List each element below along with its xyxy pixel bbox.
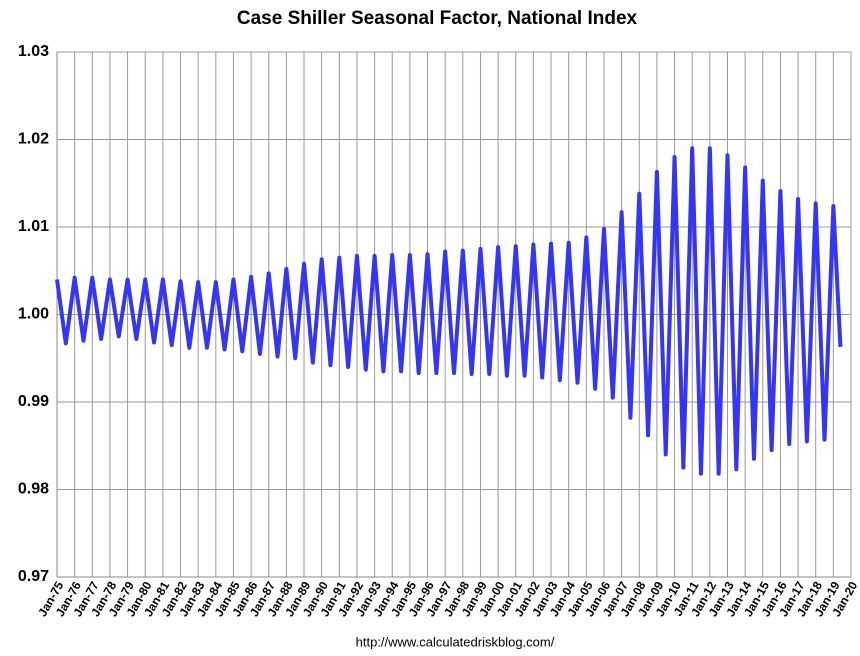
y-tick-label: 0.97 (18, 568, 49, 585)
y-tick-label: 0.99 (18, 393, 49, 410)
series-line (55, 146, 843, 476)
chart-title: Case Shiller Seasonal Factor, National I… (237, 8, 638, 29)
y-tick-label: 0.98 (18, 481, 49, 498)
y-tick-label: 1.01 (18, 218, 49, 235)
y-tick-label: 1.03 (18, 43, 49, 60)
y-tick-label: 1.02 (18, 131, 49, 148)
footer: http://www.calculatedriskblog.com/ (356, 634, 555, 649)
y-tick-label: 1.00 (18, 306, 49, 323)
